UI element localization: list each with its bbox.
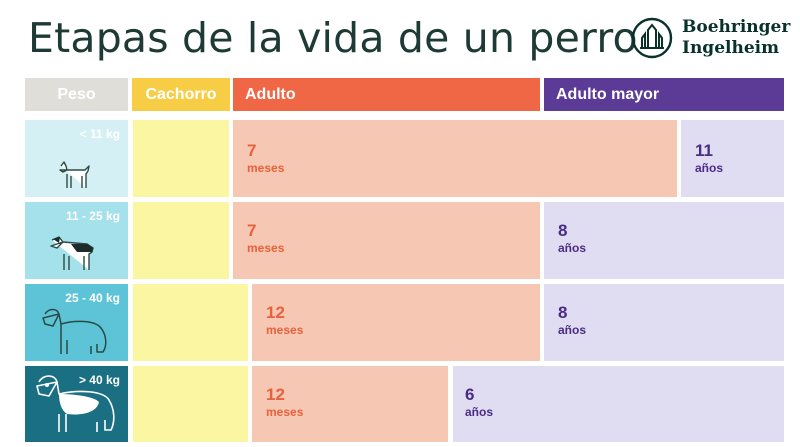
adulto-mayor-cell: 8 años (544, 202, 784, 279)
adulto-cell: 12 meses (252, 284, 540, 361)
small-dog-icon (59, 161, 90, 188)
header-peso: Peso (25, 78, 128, 111)
adulto-mayor-value: 8 años (558, 303, 587, 338)
adulto-cell: 7 meses (233, 120, 677, 197)
cachorro-cell (133, 120, 229, 197)
giant-dog-icon (36, 375, 115, 432)
adulto-mayor-cell: 8 años (544, 284, 784, 361)
cachorro-cell (133, 202, 229, 279)
peso-label: 25 - 40 kg (65, 291, 120, 305)
header-adulto: Adulto (233, 78, 540, 111)
adulto-value: 7 meses (247, 141, 285, 176)
header-cachorro: Cachorro (132, 78, 230, 111)
adulto-cell: 12 meses (252, 366, 448, 442)
adulto-mayor-cell: 6 años (453, 366, 784, 442)
adulto-mayor-cell: 11 años (681, 120, 784, 197)
cachorro-cell (133, 284, 248, 361)
peso-cell-medium: 11 - 25 kg (25, 202, 128, 279)
large-dog-icon (42, 308, 107, 354)
adulto-mayor-value: 6 años (465, 385, 494, 420)
adulto-value: 12 meses (266, 303, 304, 338)
boehringer-logo-icon (631, 17, 673, 59)
brand-name-line1: Boehringer (682, 17, 791, 37)
header-adulto-mayor: Adulto mayor (544, 78, 784, 111)
peso-label: < 11 kg (79, 127, 120, 141)
adulto-cell: 7 meses (233, 202, 540, 279)
adulto-value: 7 meses (247, 221, 285, 256)
peso-cell-giant: > 40 kg (25, 366, 128, 442)
peso-label: 11 - 25 kg (65, 209, 120, 223)
brand-name-line2: Ingelheim (682, 38, 780, 58)
peso-cell-small: < 11 kg (25, 120, 128, 197)
page-title: Etapas de la vida de un perro (28, 14, 638, 62)
peso-label: > 40 kg (78, 373, 120, 387)
brand-logo: Boehringer Ingelheim (630, 16, 790, 62)
cachorro-cell (133, 366, 248, 442)
adulto-value: 12 meses (266, 385, 304, 420)
adulto-mayor-value: 8 años (558, 221, 587, 256)
medium-dog-icon (50, 236, 94, 270)
peso-cell-large: 25 - 40 kg (25, 284, 128, 361)
adulto-mayor-value: 11 años (695, 141, 724, 176)
